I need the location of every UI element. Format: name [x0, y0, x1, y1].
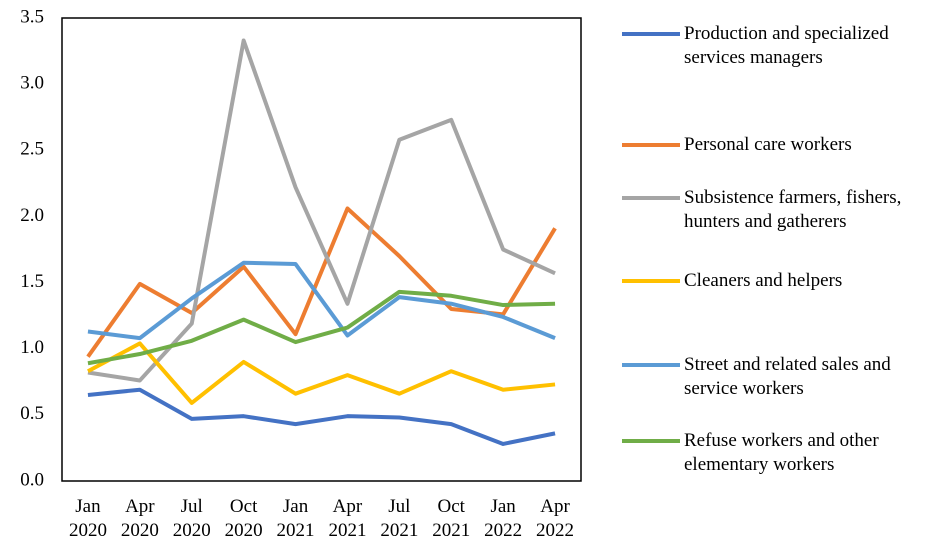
y-tick-label: 3.5	[20, 6, 44, 27]
series-line	[87, 38, 556, 383]
x-tick-label: Apr 2022	[536, 496, 575, 541]
x-tick-label: Jan 2022	[484, 496, 523, 541]
legend-label: Cleaners and helpers	[684, 270, 843, 291]
y-tick-label: 1.0	[20, 337, 44, 358]
y-tick-label: 2.0	[20, 205, 44, 226]
y-tick-label: 0.0	[20, 469, 44, 490]
x-tick-label: Oct 2021	[432, 496, 471, 541]
y-tick-label: 2.5	[20, 139, 44, 160]
series-line	[87, 387, 556, 446]
legend-label: Refuse workers and other elementary work…	[684, 430, 879, 475]
x-tick-label: Apr 2021	[328, 496, 367, 541]
x-tick-label: Jan 2021	[276, 496, 315, 541]
legend-label: Subsistence farmers, fishers, hunters an…	[684, 187, 902, 232]
series-line	[87, 341, 556, 405]
x-tick-label: Jul 2021	[380, 496, 419, 541]
x-tick-label: Apr 2020	[120, 496, 159, 541]
x-tick-label: Oct 2020	[224, 496, 263, 541]
plot-frame	[61, 17, 582, 482]
legend-label: Street and related sales and service wor…	[684, 354, 891, 399]
x-tick-label: Jul 2020	[172, 496, 211, 541]
y-tick-label: 0.5	[20, 403, 44, 424]
legend-label: Production and specialized services mana…	[684, 23, 889, 68]
y-tick-label: 3.0	[20, 73, 44, 94]
series-line	[87, 289, 556, 366]
legend-label: Personal care workers	[684, 134, 852, 155]
x-tick-label: Jan 2020	[68, 496, 107, 541]
y-tick-label: 1.5	[20, 271, 44, 292]
series-line	[87, 260, 556, 341]
